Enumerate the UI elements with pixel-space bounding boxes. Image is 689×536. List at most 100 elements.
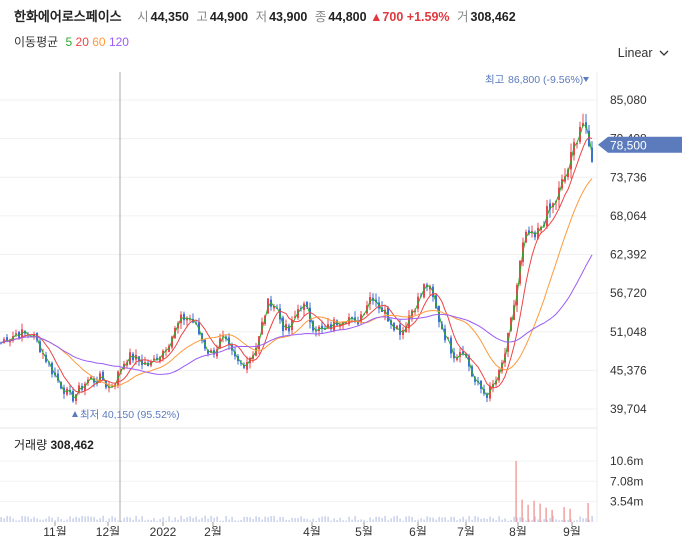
moving-average-legend: 이동평균 5 20 60 120 [14, 33, 129, 50]
volume-bar [93, 516, 95, 522]
volume-bar [513, 516, 515, 522]
ma-120-label[interactable]: 120 [108, 35, 129, 49]
volume-bar [516, 517, 518, 522]
volume-bar [282, 517, 284, 522]
volume-bar [372, 519, 374, 522]
candle-body [456, 358, 458, 360]
volume-bar [288, 520, 290, 522]
candle-body [246, 362, 248, 370]
candle-body [168, 345, 170, 352]
volume-bar [12, 518, 14, 522]
volume-bar [420, 518, 422, 522]
volume-bar [69, 516, 71, 522]
candle-body [15, 333, 17, 335]
volume-bar [270, 516, 272, 522]
volume-bar [551, 509, 553, 522]
volume-bar [117, 520, 119, 522]
volume-bar [216, 516, 218, 522]
volume-bar [264, 516, 266, 522]
volume-axis: 10.6m 7.08m 3.54m [610, 454, 643, 509]
low-value: 43,900 [269, 10, 308, 24]
volume-bar [120, 520, 122, 522]
volume-bar [567, 519, 569, 522]
volume-bar [360, 519, 362, 522]
volume-bar [429, 517, 431, 522]
price-tag-value: 78,500 [610, 138, 647, 152]
volume-bar [546, 520, 548, 522]
volume-bar [39, 519, 41, 522]
volume-bar [156, 520, 158, 522]
volume-bar [564, 520, 566, 522]
time-tick-label: 8월 [509, 525, 527, 536]
volume-bar [219, 520, 221, 522]
volume-bar [114, 517, 116, 522]
volume-bar [255, 516, 257, 522]
volume-bar [408, 516, 410, 522]
volume-bar [291, 517, 293, 522]
volume-bar [78, 517, 80, 522]
volume-bar [561, 520, 563, 522]
volume-bar [528, 519, 530, 522]
volume-bar [498, 516, 500, 522]
volume-bar [3, 518, 5, 522]
volume-bar [399, 518, 401, 522]
candle-body [576, 143, 578, 145]
volume-tick-label: 10.6m [610, 454, 643, 468]
volume-bar [159, 519, 161, 522]
price-tick-label: 45,376 [610, 363, 647, 377]
volume-bar [539, 503, 541, 522]
volume-bar [504, 518, 506, 522]
price-tick-label: 68,064 [610, 209, 647, 223]
volume-bar [384, 515, 386, 522]
volume-bar [237, 520, 239, 522]
volume-bar [471, 519, 473, 522]
candle-body [387, 307, 389, 322]
volume-bar [390, 518, 392, 522]
volume-bar [342, 520, 344, 522]
volume-bar [510, 519, 512, 522]
volume-bar [333, 518, 335, 522]
volume-bar [459, 518, 461, 522]
volume-bar [519, 517, 521, 522]
ma-20-label[interactable]: 20 [75, 35, 89, 49]
candle-body [102, 371, 104, 380]
volume-bar [555, 519, 557, 522]
ma-60-label[interactable]: 60 [92, 35, 106, 49]
volume-bar [33, 516, 35, 522]
volume-bar [300, 516, 302, 522]
volume-label: 거 [457, 10, 469, 24]
volume-bar [312, 518, 314, 522]
volume-bar [111, 516, 113, 522]
volume-bar [357, 520, 359, 522]
candle-body [6, 337, 8, 342]
volume-bar [527, 504, 529, 522]
volume-bar [450, 516, 452, 522]
volume-bar [231, 516, 233, 522]
volume-bar [24, 516, 26, 522]
volume-bar [261, 519, 263, 522]
volume-bar [15, 520, 17, 522]
volume-bar [515, 461, 517, 522]
volume-bar [171, 520, 173, 522]
candle-body [354, 317, 356, 321]
candle-body [141, 359, 143, 365]
volume-bar [495, 520, 497, 522]
time-tick-label: 5월 [355, 525, 373, 536]
ma-5-label[interactable]: 5 [65, 35, 73, 49]
scale-selector[interactable]: Linear [618, 46, 669, 60]
volume-bar [174, 517, 176, 522]
volume-bar [486, 518, 488, 522]
volume-bar [507, 520, 509, 522]
volume-bar [468, 516, 470, 522]
price-tag-shape [598, 136, 682, 153]
candle-body [534, 232, 536, 238]
volume-bar [96, 519, 98, 522]
candle-body [333, 319, 335, 331]
chevron-down-icon [659, 50, 669, 56]
volume-bar [66, 519, 68, 522]
volume-bar [321, 516, 323, 522]
volume-bar [141, 516, 143, 522]
volume-bar [138, 519, 140, 522]
volume-bar [378, 516, 380, 522]
